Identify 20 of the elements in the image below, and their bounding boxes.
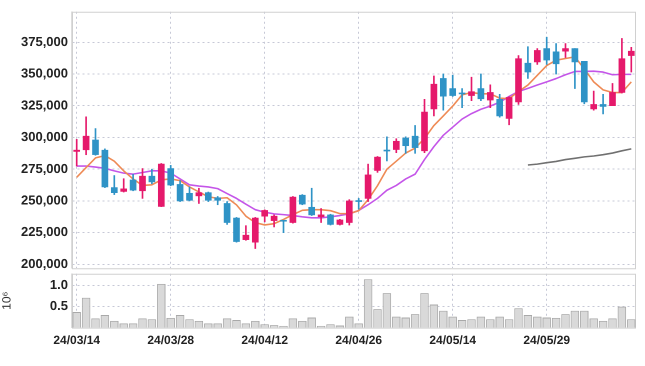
- x-tick-label: 24/03/14: [53, 333, 100, 348]
- x-tick-label: 24/04/12: [241, 333, 288, 348]
- y-tick-label: 300,000: [21, 129, 68, 144]
- y-tick-label: 375,000: [21, 34, 68, 49]
- y-tick-label: 200,000: [21, 256, 68, 271]
- x-tick-label: 24/04/26: [335, 333, 382, 348]
- y-tick-label: 0.5: [50, 298, 68, 314]
- candlestick: [280, 220, 287, 233]
- y-tick-label: 225,000: [21, 224, 68, 240]
- x-tick-label: 24/03/28: [147, 333, 194, 348]
- y-axis-title: 10⁶: [0, 292, 14, 310]
- candlestick: [562, 43, 569, 58]
- candlestick: [468, 76, 475, 101]
- y-tick-label: 1.0: [50, 277, 68, 292]
- y-tick-label: 250,000: [21, 192, 68, 208]
- x-tick-label: 24/05/29: [523, 333, 570, 348]
- y-tick-label: 275,000: [21, 160, 68, 176]
- x-tick-label: 24/05/14: [429, 333, 476, 348]
- y-tick-label: 325,000: [21, 97, 68, 112]
- y-tick-label: 350,000: [21, 66, 68, 81]
